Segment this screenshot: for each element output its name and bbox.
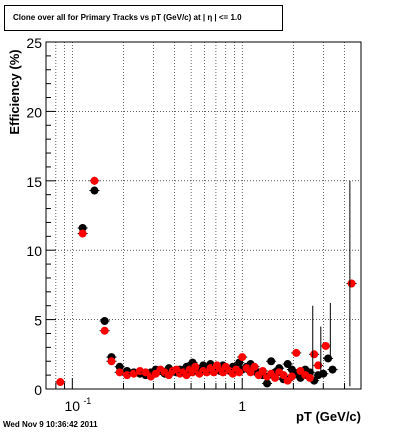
data-points xyxy=(55,176,357,388)
y-tick-label: 10 xyxy=(26,243,42,259)
plot-border xyxy=(45,41,362,390)
data-point-red xyxy=(238,353,247,362)
data-point-red xyxy=(310,350,319,359)
data-point-red xyxy=(314,361,323,370)
data-point-red xyxy=(129,369,138,378)
data-point-red xyxy=(123,371,132,380)
x-tick-label: 10 xyxy=(65,398,81,414)
y-tick-label: 0 xyxy=(34,382,42,398)
data-point-black xyxy=(283,360,292,369)
data-point-red xyxy=(78,229,87,238)
data-point-red xyxy=(246,368,255,377)
data-point-black xyxy=(78,223,87,232)
y-tick-label: 25 xyxy=(26,35,42,51)
data-point-black xyxy=(324,354,333,363)
data-point-black xyxy=(267,357,276,366)
y-tick-label: 15 xyxy=(26,174,42,190)
y-axis-label: Efficiency (%) xyxy=(7,49,22,134)
data-point-red xyxy=(347,279,356,288)
data-point-red xyxy=(191,362,200,371)
x-tick-label: 1 xyxy=(238,398,246,414)
data-point-red xyxy=(56,378,65,387)
data-point-red xyxy=(100,326,109,335)
data-point-black xyxy=(100,316,109,325)
data-point-black xyxy=(115,362,124,371)
data-point-red xyxy=(258,366,267,375)
data-point-red xyxy=(321,341,330,350)
data-point-red xyxy=(90,176,99,185)
data-point-black xyxy=(263,379,272,388)
data-point-red xyxy=(107,357,116,366)
y-tick-label: 5 xyxy=(34,313,42,329)
data-point-red xyxy=(235,368,244,377)
chart-title: Clone over all for Primary Tracks vs pT … xyxy=(4,5,283,31)
data-point-red xyxy=(292,348,301,357)
data-point-red xyxy=(271,373,280,382)
data-point-black xyxy=(328,365,337,374)
y-tick-label: 20 xyxy=(26,104,42,120)
data-point-red xyxy=(209,368,218,377)
grid xyxy=(46,42,361,389)
x-axis-label: pT (GeV/c) xyxy=(296,409,361,424)
plot-frame xyxy=(45,41,362,390)
data-point-black xyxy=(319,369,328,378)
x-tick-exponent: -1 xyxy=(83,396,91,406)
data-point-red xyxy=(250,362,259,371)
data-point-black xyxy=(90,186,99,195)
data-point-red xyxy=(305,373,314,382)
data-point-red xyxy=(115,368,124,377)
data-point-red xyxy=(287,372,296,381)
timestamp: Wed Nov 9 10:36:42 2011 xyxy=(3,420,98,429)
data-point-red xyxy=(279,371,288,380)
